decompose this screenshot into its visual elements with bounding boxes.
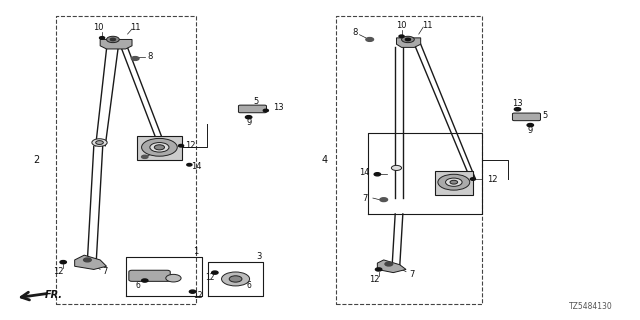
Polygon shape	[378, 260, 406, 273]
Text: 8: 8	[353, 28, 358, 37]
Circle shape	[141, 139, 177, 156]
Circle shape	[189, 290, 196, 293]
Text: 7: 7	[362, 194, 367, 203]
Circle shape	[438, 174, 470, 190]
Text: 14: 14	[359, 168, 370, 177]
Text: 9: 9	[527, 126, 533, 135]
Circle shape	[399, 35, 404, 37]
FancyBboxPatch shape	[129, 270, 170, 281]
Text: 12: 12	[487, 174, 497, 184]
Text: 12: 12	[369, 276, 380, 284]
Circle shape	[187, 164, 192, 166]
Text: 13: 13	[512, 99, 523, 108]
Circle shape	[263, 109, 268, 112]
Text: 10: 10	[396, 21, 407, 30]
Circle shape	[221, 272, 250, 286]
FancyBboxPatch shape	[239, 105, 266, 113]
Text: 7: 7	[152, 151, 157, 160]
FancyBboxPatch shape	[513, 113, 540, 121]
Text: 7: 7	[410, 270, 415, 279]
Circle shape	[131, 57, 139, 60]
Circle shape	[96, 141, 103, 144]
Circle shape	[401, 36, 414, 43]
Text: 5: 5	[253, 97, 259, 106]
Circle shape	[405, 38, 410, 41]
Circle shape	[106, 36, 119, 43]
Polygon shape	[100, 39, 132, 49]
Text: 12: 12	[205, 273, 214, 282]
Circle shape	[154, 145, 164, 150]
Text: 12: 12	[185, 141, 195, 150]
Circle shape	[100, 36, 104, 39]
Text: TZ5484130: TZ5484130	[570, 302, 613, 311]
Text: FR.: FR.	[45, 290, 63, 300]
Circle shape	[527, 124, 534, 127]
Circle shape	[445, 178, 462, 186]
Text: 5: 5	[542, 111, 548, 120]
Text: 11: 11	[422, 21, 432, 30]
Circle shape	[246, 116, 252, 119]
Text: 13: 13	[273, 103, 284, 112]
Text: 4: 4	[322, 155, 328, 165]
Circle shape	[60, 260, 67, 264]
Text: 7: 7	[102, 267, 108, 276]
Circle shape	[385, 262, 393, 266]
Bar	[435, 171, 473, 195]
Bar	[137, 136, 182, 160]
Circle shape	[92, 139, 107, 146]
Text: 14: 14	[191, 162, 202, 171]
Circle shape	[392, 165, 401, 171]
Text: 10: 10	[93, 23, 104, 32]
Circle shape	[110, 38, 115, 41]
Circle shape	[376, 268, 382, 271]
Circle shape	[380, 198, 388, 202]
Text: 1: 1	[193, 247, 198, 257]
Circle shape	[229, 276, 242, 282]
Circle shape	[374, 173, 381, 176]
Text: 12: 12	[193, 291, 202, 300]
Circle shape	[141, 155, 148, 158]
Circle shape	[515, 108, 521, 111]
Text: 9: 9	[246, 118, 252, 127]
Text: 2: 2	[33, 155, 40, 165]
Circle shape	[212, 271, 218, 274]
Text: 6: 6	[136, 281, 141, 290]
Circle shape	[84, 258, 92, 262]
Text: 6: 6	[246, 281, 251, 290]
Circle shape	[470, 178, 476, 180]
Circle shape	[366, 37, 374, 41]
Text: 3: 3	[257, 252, 262, 261]
Circle shape	[150, 142, 169, 152]
Text: 12: 12	[54, 267, 64, 276]
Circle shape	[141, 279, 148, 282]
Circle shape	[450, 180, 458, 184]
Polygon shape	[75, 255, 106, 269]
Circle shape	[179, 144, 184, 147]
Circle shape	[166, 274, 181, 282]
Polygon shape	[396, 38, 420, 47]
Text: 11: 11	[130, 23, 140, 32]
Text: 8: 8	[147, 52, 152, 61]
